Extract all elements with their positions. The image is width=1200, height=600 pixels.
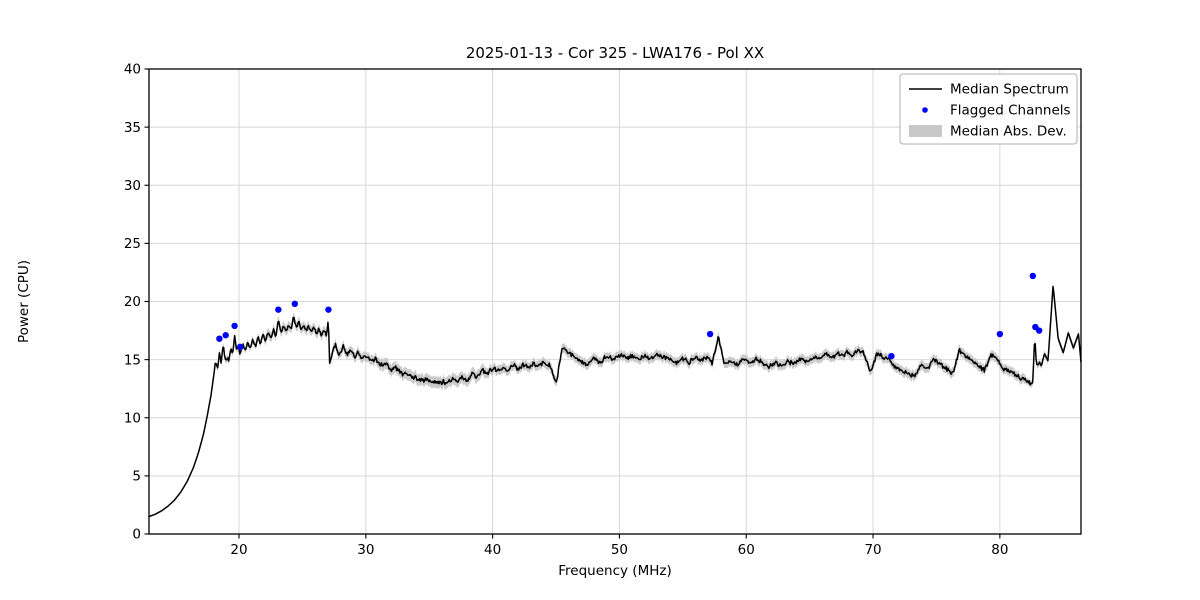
y-tick-label: 40 xyxy=(124,62,141,78)
legend-entry-label: Median Abs. Dev. xyxy=(950,124,1067,140)
flagged-channels-layer xyxy=(216,272,1043,360)
mad-band-area xyxy=(149,283,1081,517)
x-tick-label: 40 xyxy=(484,542,501,558)
y-tick-label: 25 xyxy=(124,236,141,252)
flagged-channel-dot xyxy=(222,332,229,339)
flagged-channel-dot xyxy=(216,335,223,342)
y-tick-label: 35 xyxy=(124,120,141,136)
flagged-channel-dot xyxy=(1035,327,1043,334)
y-tick-label: 15 xyxy=(124,352,141,368)
y-tick-label: 0 xyxy=(132,527,141,543)
mad-band-layer xyxy=(149,283,1081,517)
flagged-channel-dot xyxy=(888,352,895,360)
flagged-channel-dot xyxy=(706,330,714,338)
flagged-channel-dot xyxy=(275,306,282,313)
legend-box xyxy=(899,73,1078,145)
y-tick-label: 5 xyxy=(132,469,141,485)
x-tick-label: 70 xyxy=(864,542,881,558)
y-tick-label: 30 xyxy=(124,178,141,194)
flagged-channel-dot xyxy=(996,330,1004,338)
legend-layer: Median Spectrum Flagged Channels Median Ab… xyxy=(899,73,1078,145)
median-spectrum-line xyxy=(148,285,1082,518)
x-tick-label: 30 xyxy=(357,542,374,558)
flagged-channel-dot xyxy=(237,343,244,351)
plot-frame xyxy=(148,68,1082,535)
flagged-channel-dot xyxy=(231,322,238,330)
median-spectrum-layer xyxy=(148,285,1082,518)
y-axis-label: Power (CPU) xyxy=(16,260,32,343)
y-tick-label: 20 xyxy=(124,294,141,310)
chart-title: 2025-01-13 - Cor 325 - LWA176 - Pol XX xyxy=(466,44,764,62)
x-axis-label: Frequency (MHz) xyxy=(558,563,671,579)
flagged-channel-dot xyxy=(325,306,332,313)
flagged-channel-dot xyxy=(291,300,299,308)
legend-entry-label: Flagged Channels xyxy=(950,103,1071,119)
tick-label-layer: 20 30 40 50 60 70 80 0 5 10 15 20 25 30 35 40 Frequency … xyxy=(16,44,1008,579)
legend-dot-swatch xyxy=(922,107,928,113)
x-tick-label: 50 xyxy=(611,542,628,558)
x-tick-label: 60 xyxy=(738,542,755,558)
x-tick-label: 20 xyxy=(230,542,247,558)
legend-entry-label: Median Spectrum xyxy=(950,82,1069,98)
x-tick-label: 80 xyxy=(991,542,1008,558)
flagged-channel-dot xyxy=(1029,272,1037,280)
axis-layer xyxy=(144,68,1082,539)
y-tick-label: 10 xyxy=(124,410,141,426)
legend-band-swatch xyxy=(909,125,942,137)
